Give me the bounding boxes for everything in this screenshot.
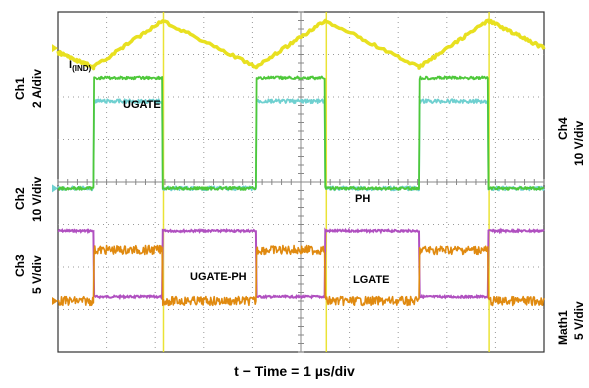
ch1-label: Ch1: [13, 77, 27, 100]
lgate-label: LGATE: [353, 274, 390, 286]
ch1-name: Ch1: [13, 77, 27, 100]
ch4-name: Ch4: [556, 117, 570, 140]
lgate-trace: [57, 227, 545, 301]
ugate-label: UGATE: [123, 99, 161, 111]
ch1-scale-text: 2 A/div: [30, 69, 44, 108]
ch4-scale-text: 10 V/div: [572, 120, 586, 166]
ch2-scale-text: 10 V/div: [30, 176, 44, 222]
ch3-name: Ch3: [13, 254, 27, 277]
ch2-name: Ch2: [13, 187, 27, 210]
x-axis-label: t − Time = 1 µs/div: [234, 363, 355, 379]
ch3-scale: 5 V/div: [30, 255, 44, 294]
inductor-current-trace: [56, 18, 546, 71]
ugate-trace: [57, 75, 545, 191]
inductor-current-label: I(IND): [69, 59, 91, 73]
math1-scale-text: 5 V/div: [572, 301, 586, 340]
ch1-scale: 2 A/div: [30, 69, 44, 108]
ugate-ph-trace: [57, 244, 545, 307]
inductor-current-subscript: (IND): [72, 64, 92, 74]
ch3-label: Ch3: [13, 254, 27, 277]
channel-marker: [52, 184, 58, 193]
channel-marker: [52, 297, 58, 305]
ph-label: PH: [355, 193, 371, 205]
ch4-label: Ch4: [556, 117, 570, 140]
inductor-current-name: I: [69, 59, 73, 71]
math1-name: Math1: [556, 310, 570, 345]
ch4-scale: 10 V/div: [572, 121, 586, 166]
scope-grid: [57, 11, 545, 353]
ph-trace: [57, 98, 545, 192]
ch2-scale: 10 V/div: [30, 177, 44, 222]
scope-traces: [52, 12, 546, 352]
ugate-ph-label: UGATE-PH: [190, 271, 247, 283]
ch3-scale-text: 5 V/div: [30, 255, 44, 294]
math1-label: Math1: [556, 310, 570, 345]
math1-scale: 5 V/div: [572, 301, 586, 340]
channel-marker: [52, 44, 58, 53]
ch2-label: Ch2: [13, 187, 27, 210]
